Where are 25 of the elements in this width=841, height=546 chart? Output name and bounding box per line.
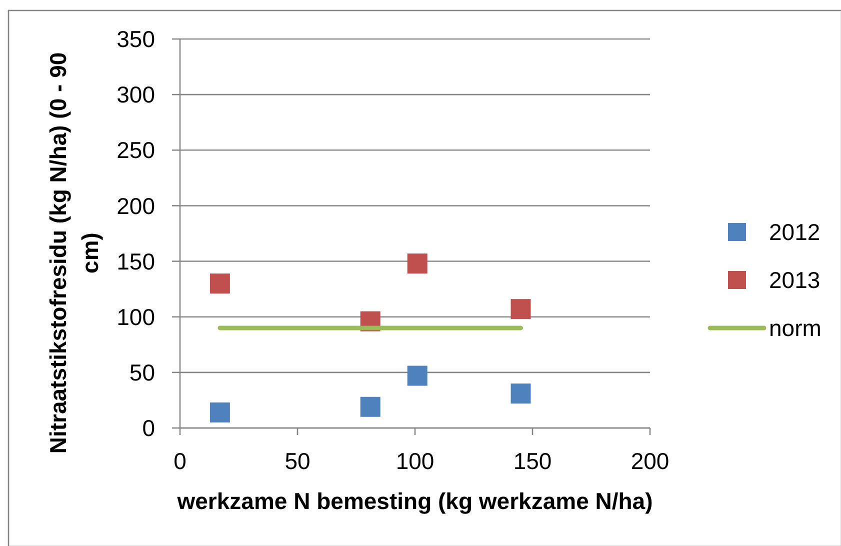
- y-tick-label: 250: [116, 137, 155, 164]
- x-tick-label: 50: [284, 448, 310, 474]
- point: [407, 366, 428, 386]
- y-tick-label: 200: [116, 192, 155, 219]
- y-tick-label: 100: [116, 304, 155, 330]
- y-axis-title: Nitraatstikstofresidu (kg N/ha) (0 - 90 cm): [45, 52, 104, 454]
- x-axis-title: werkzame N bemesting (kg werkzame N/ha): [176, 488, 653, 514]
- y-tick-label: 300: [116, 82, 155, 108]
- x-tick-label: 0: [174, 448, 186, 474]
- point: [510, 299, 531, 320]
- x-tick-label: 200: [630, 448, 670, 474]
- legend-label: 2012: [769, 219, 820, 246]
- legend-label: 2013: [769, 267, 820, 294]
- x-tick-label: 100: [396, 448, 434, 474]
- point: [510, 384, 531, 404]
- point: [407, 254, 428, 274]
- point: [210, 274, 230, 294]
- point: [210, 402, 230, 422]
- legend-label: norm: [769, 315, 822, 342]
- y-tick-label: 50: [129, 359, 155, 386]
- y-tick-label: 350: [116, 26, 155, 52]
- x-tick-label: 150: [513, 448, 552, 474]
- y-tick-label: 150: [116, 248, 155, 274]
- point: [360, 396, 380, 417]
- y-tick-label: 0: [142, 415, 155, 442]
